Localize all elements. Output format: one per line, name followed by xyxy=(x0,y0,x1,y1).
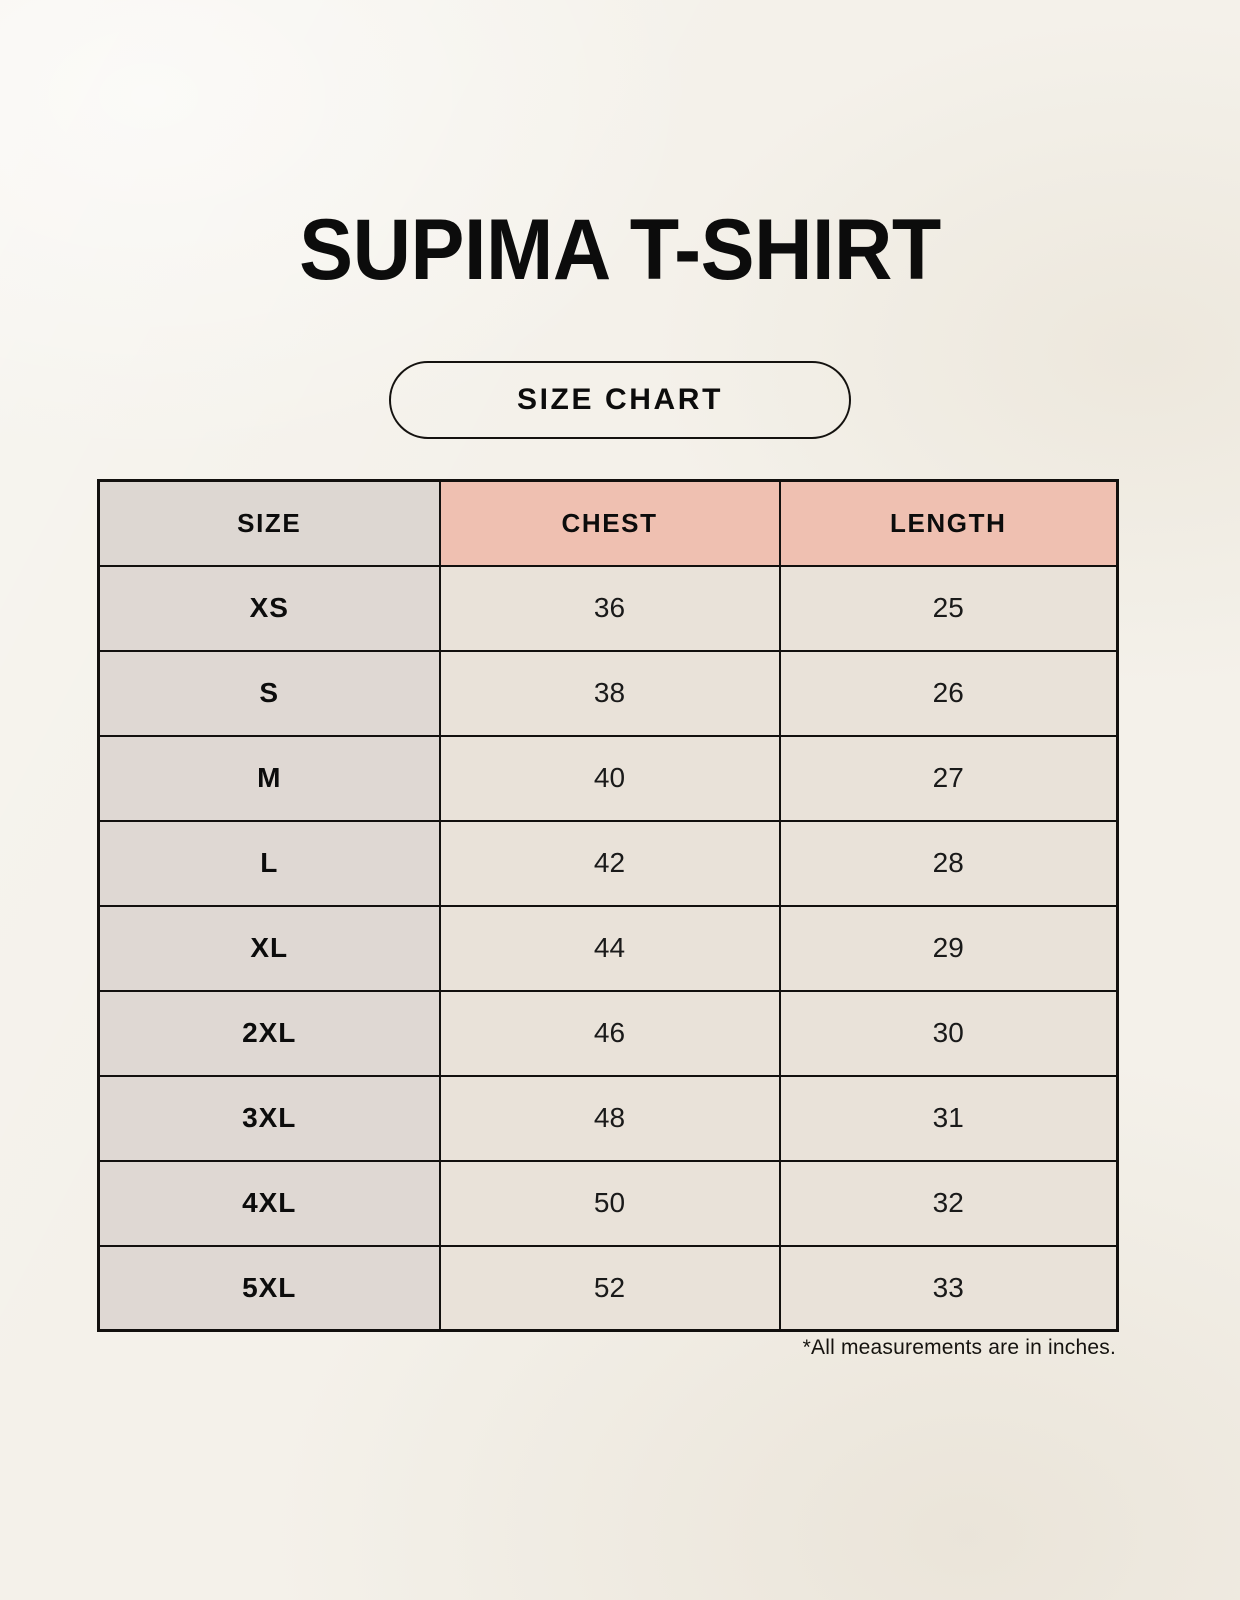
cell-length: 27 xyxy=(778,734,1119,822)
cell-size: M xyxy=(97,734,441,822)
table-row: 5XL 52 33 xyxy=(97,1244,1119,1332)
size-table-body: XS 36 25 S 38 26 M 40 27 L 42 28 XL 44 29 2XL 46 30 3XL 48 3… xyxy=(97,564,1119,1332)
cell-size: 4XL xyxy=(97,1159,441,1247)
badge-row: SIZE CHART xyxy=(0,361,1240,439)
column-header-chest: CHEST xyxy=(438,479,781,567)
cell-size: L xyxy=(97,819,441,907)
cell-chest: 44 xyxy=(438,904,781,992)
cell-chest: 36 xyxy=(438,564,781,652)
size-table-head: SIZE CHEST LENGTH xyxy=(97,479,1119,567)
cell-length: 30 xyxy=(778,989,1119,1077)
cell-chest: 38 xyxy=(438,649,781,737)
table-row: M 40 27 xyxy=(97,734,1119,822)
cell-chest: 40 xyxy=(438,734,781,822)
table-row: XS 36 25 xyxy=(97,564,1119,652)
table-row: XL 44 29 xyxy=(97,904,1119,992)
cell-chest: 46 xyxy=(438,989,781,1077)
column-header-size: SIZE xyxy=(97,479,441,567)
table-header-row: SIZE CHEST LENGTH xyxy=(97,479,1119,567)
table-row: 3XL 48 31 xyxy=(97,1074,1119,1162)
cell-length: 28 xyxy=(778,819,1119,907)
cell-length: 29 xyxy=(778,904,1119,992)
cell-length: 32 xyxy=(778,1159,1119,1247)
cell-size: S xyxy=(97,649,441,737)
table-row: L 42 28 xyxy=(97,819,1119,907)
cell-chest: 52 xyxy=(438,1244,781,1332)
table-row: S 38 26 xyxy=(97,649,1119,737)
cell-length: 26 xyxy=(778,649,1119,737)
page-title: SUPIMA T-SHIRT xyxy=(299,202,941,298)
measurements-footnote: *All measurements are in inches. xyxy=(802,1336,1116,1359)
cell-chest: 50 xyxy=(438,1159,781,1247)
cell-length: 25 xyxy=(778,564,1119,652)
table-row: 4XL 50 32 xyxy=(97,1159,1119,1247)
cell-size: 3XL xyxy=(97,1074,441,1162)
size-chart-badge-label: SIZE CHART xyxy=(517,383,723,416)
table-row: 2XL 46 30 xyxy=(97,989,1119,1077)
size-table-container: SIZE CHEST LENGTH XS 36 25 S 38 26 M 40 27 L 42 28 X… xyxy=(97,479,1119,1332)
cell-length: 31 xyxy=(778,1074,1119,1162)
size-table: SIZE CHEST LENGTH XS 36 25 S 38 26 M 40 27 L 42 28 X… xyxy=(97,479,1119,1332)
cell-size: 2XL xyxy=(97,989,441,1077)
cell-chest: 48 xyxy=(438,1074,781,1162)
size-chart-badge: SIZE CHART xyxy=(389,361,851,439)
cell-length: 33 xyxy=(778,1244,1119,1332)
cell-size: XS xyxy=(97,564,441,652)
cell-chest: 42 xyxy=(438,819,781,907)
column-header-length: LENGTH xyxy=(778,479,1119,567)
cell-size: XL xyxy=(97,904,441,992)
cell-size: 5XL xyxy=(97,1244,441,1332)
